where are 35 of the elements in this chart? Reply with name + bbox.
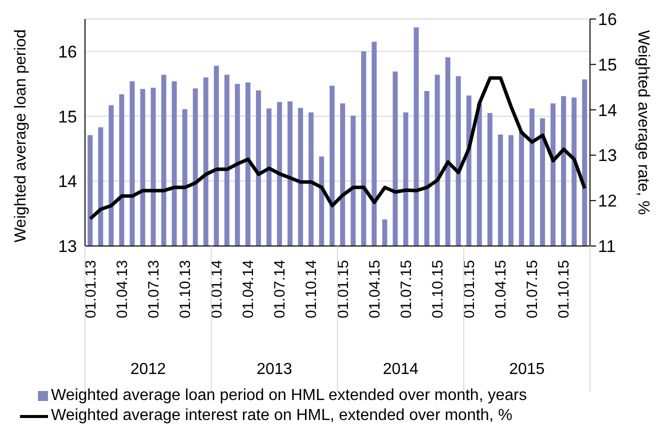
y-tick-label: 13 bbox=[58, 237, 77, 256]
y-tick-label: 14 bbox=[58, 172, 77, 192]
x-tick-label: 01.04.15 bbox=[492, 260, 510, 318]
y2-tick-label: 16 bbox=[598, 10, 617, 30]
y2-axis-title: Weighted average rate, % bbox=[634, 30, 652, 215]
x-tick-label: 01.01.13 bbox=[82, 260, 100, 318]
x-tick-label: 01.07.15 bbox=[398, 260, 415, 318]
y2-tick-label: 14 bbox=[598, 100, 617, 120]
x-tick-label: 01.07.15 bbox=[524, 260, 542, 318]
x-tick-label: 01.10.15 bbox=[556, 260, 573, 318]
legend-label: Weighted average loan period on HML extended over month, years bbox=[51, 386, 527, 406]
legend-label: Weighted average interest rate on HML, extended over month, % bbox=[51, 406, 512, 426]
y2-tick-label: 13 bbox=[598, 146, 617, 166]
line-series bbox=[88, 76, 586, 221]
y-axis-title: Weighted average loan period bbox=[12, 29, 30, 242]
text: 2013 bbox=[256, 361, 292, 378]
x-tick-label: 01.01.15 bbox=[334, 260, 352, 318]
y-tick-label: 15 bbox=[58, 107, 77, 126]
x-tick-label: 01.01.15 bbox=[461, 260, 478, 318]
x-tick-label: 01.07.14 bbox=[272, 260, 289, 318]
x-tick-label: 01.10.15 bbox=[429, 260, 446, 318]
x-tick-label: 01.04.15 bbox=[366, 260, 384, 318]
x-tick-label: 01.10.13 bbox=[176, 260, 194, 318]
y2-tick-label: 15 bbox=[598, 55, 617, 74]
x-tick-label: 01.04.13 bbox=[114, 260, 131, 318]
y2-tick-label: 12 bbox=[598, 192, 617, 211]
text: 2015 bbox=[509, 361, 545, 378]
text: 2012 bbox=[130, 361, 166, 378]
x-tick-label: 01.10.14 bbox=[303, 260, 320, 318]
x-tick-label: 01.04.14 bbox=[240, 260, 258, 318]
y-tick-label: 16 bbox=[58, 42, 77, 62]
x-tick-label: 01.01.14 bbox=[208, 260, 226, 318]
text: 2014 bbox=[382, 361, 419, 378]
y2-tick-label: 11 bbox=[598, 237, 616, 256]
x-tick-label: 01.07.13 bbox=[145, 260, 162, 318]
